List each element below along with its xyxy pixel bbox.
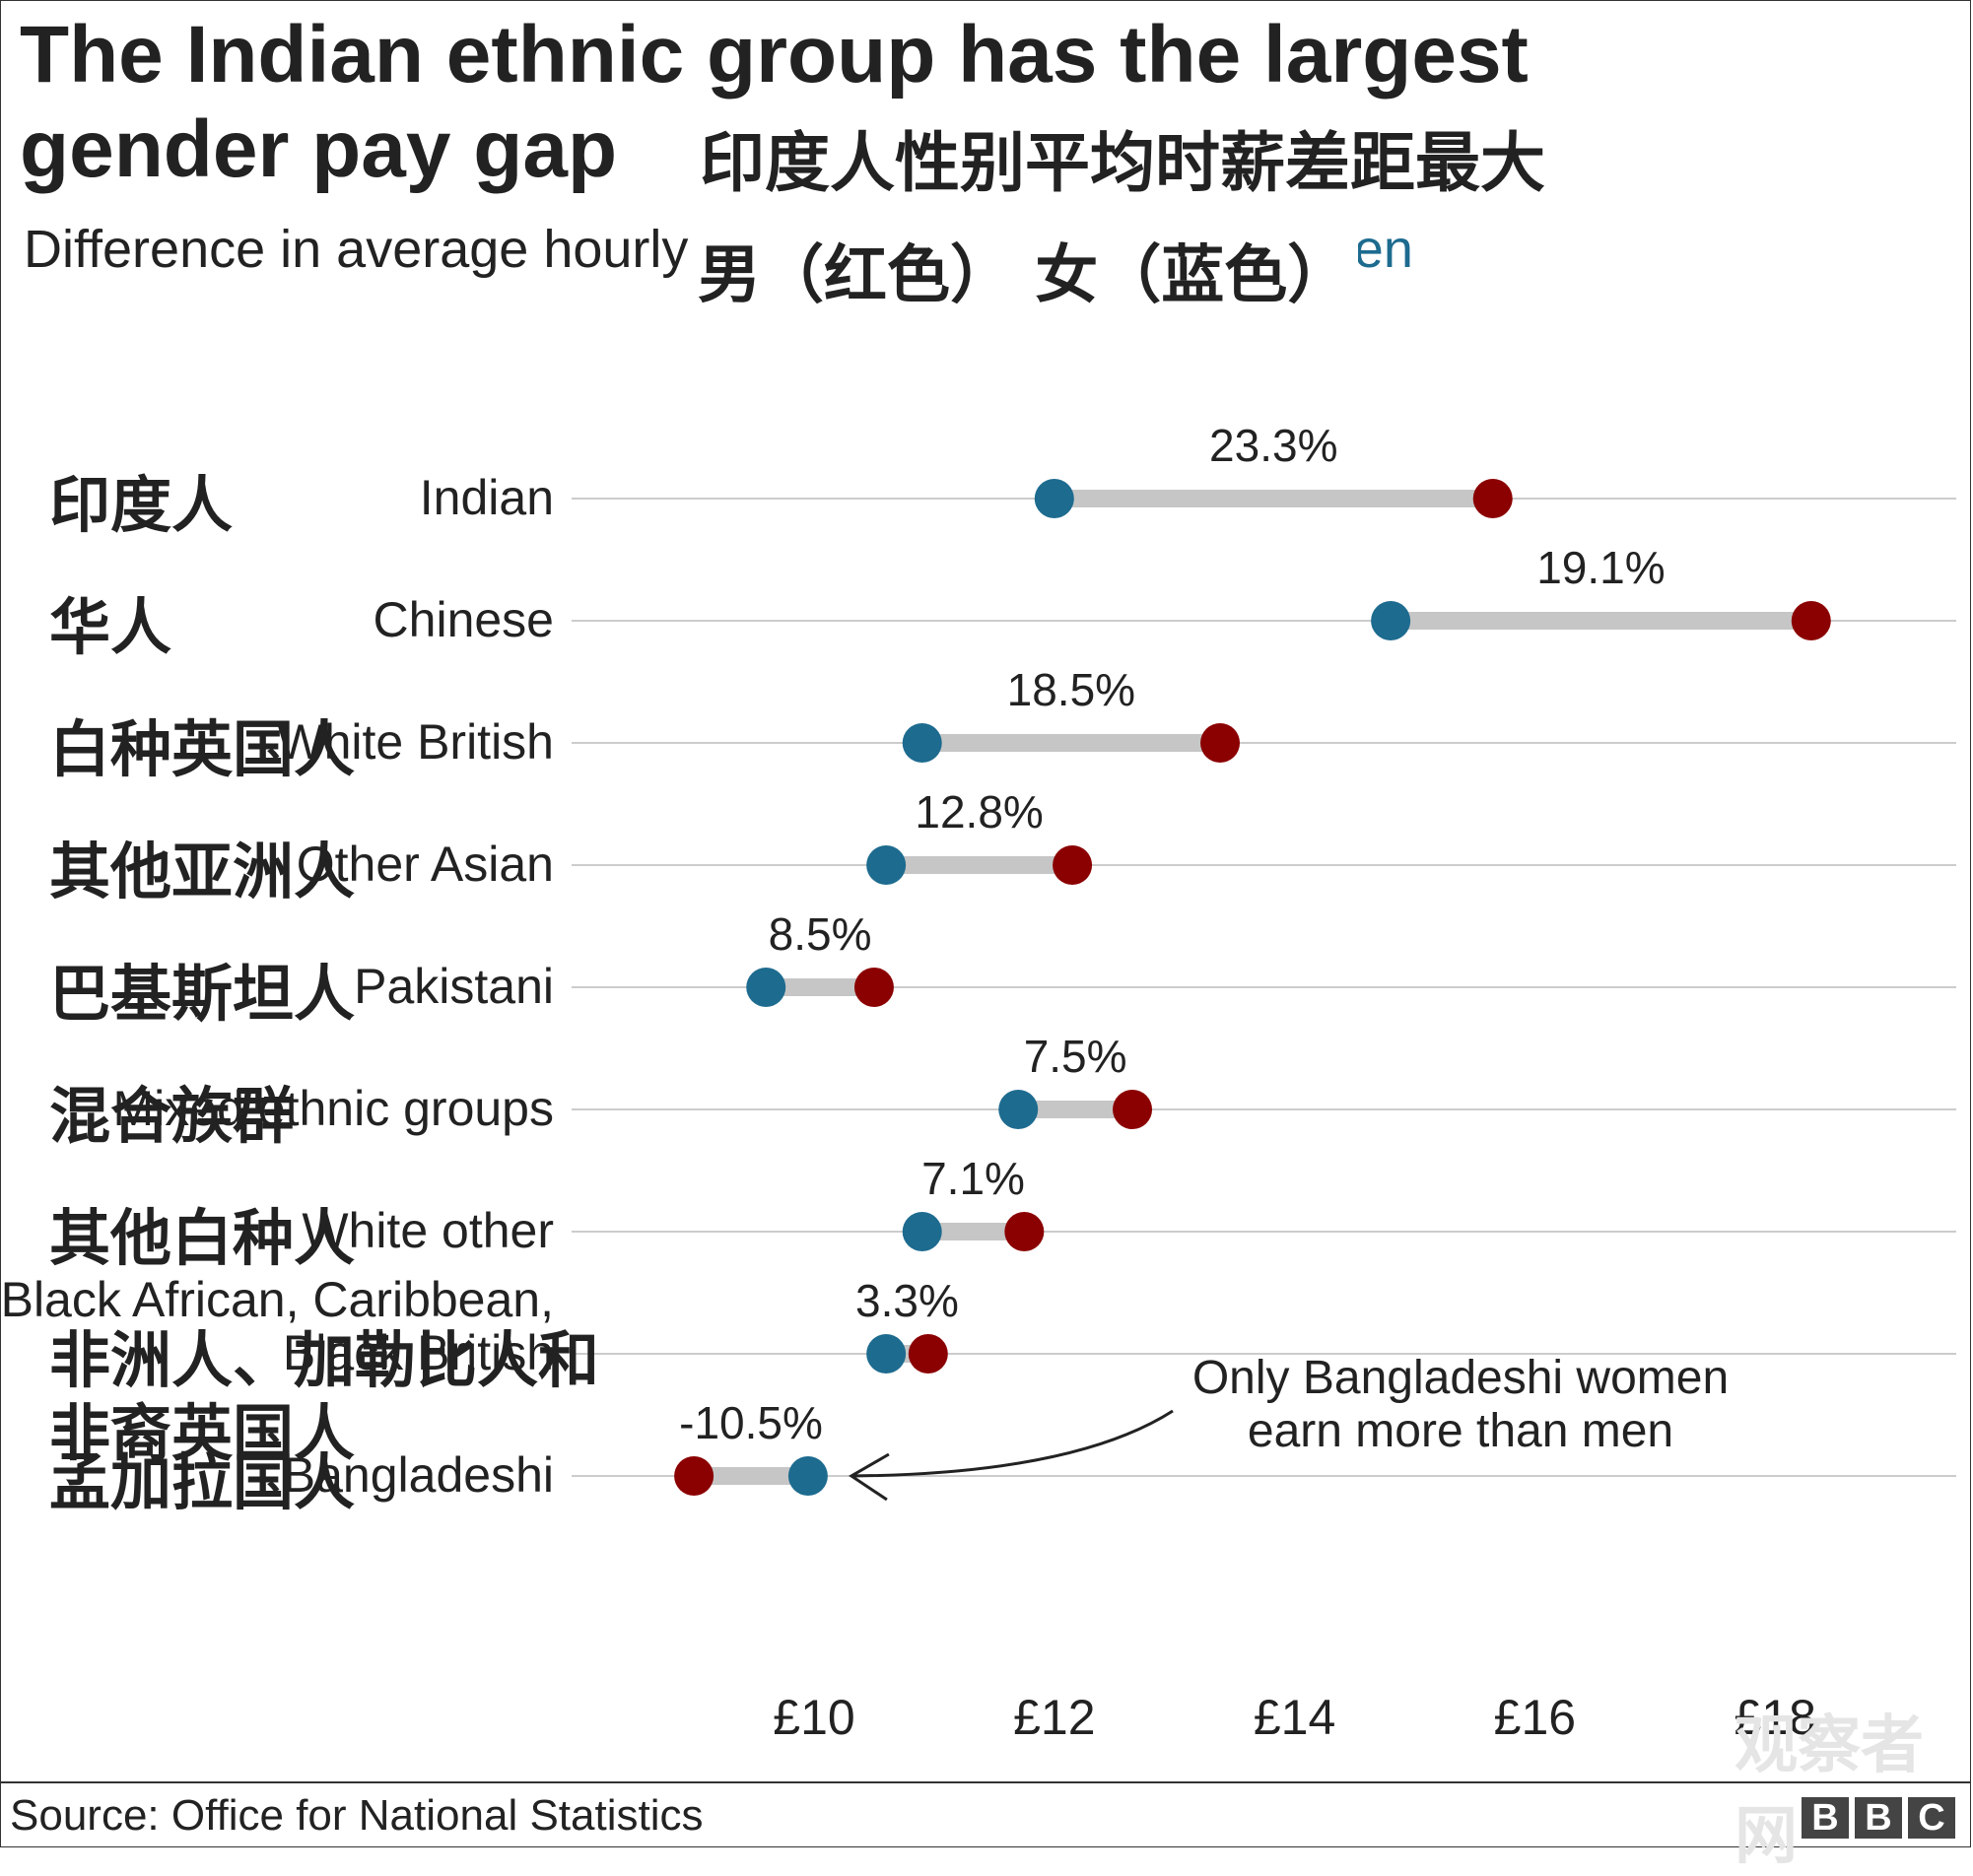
chart-title-chinese: 印度人性别平均时薪差距最大 [700,125,1545,201]
women-point [787,1456,828,1496]
women-point [746,968,786,1007]
group-label: Black African, Caribbean, [1,1272,554,1327]
men-point [1053,845,1093,885]
men-point [674,1456,714,1496]
annotation-arrow [850,1409,1174,1478]
watermark: 观察者网 [1735,1709,1924,1873]
group-label-chinese: 华人 [49,591,172,663]
gap-label: -10.5% [679,1397,823,1448]
group-label: Pakistani [354,959,554,1014]
bbc-logo: B B C [1802,1797,1955,1839]
group-label-chinese: 孟加拉国人 [49,1446,356,1518]
group-label-chinese: 其他亚洲人 [49,836,356,907]
men-point [1004,1212,1045,1251]
men-point [1113,1090,1153,1129]
gap-label: 3.3% [855,1275,959,1326]
bbc-logo-letter: C [1908,1797,1955,1839]
men-point [908,1334,948,1374]
group-label: Bangladeshi [283,1447,554,1503]
group-label-chinese: 混合族群 [49,1080,295,1152]
women-point [902,1212,942,1251]
group-label: Chinese [374,592,554,647]
x-tick-label: £10 [773,1690,854,1745]
chart-title: The Indian ethnic group has the largest … [20,10,1529,194]
women-point [866,1334,907,1374]
gap-label: 7.1% [921,1153,1025,1204]
women-point [998,1090,1039,1129]
group-label-chinese: 印度人 [49,469,234,541]
group-label-chinese: 非洲人、加勒比人和 [49,1324,600,1396]
gap-label: 8.5% [769,908,872,960]
bbc-logo-letter: B [1802,1797,1849,1839]
group-label-chinese: 非裔英国人 [49,1397,356,1469]
group-label: Indian [420,470,554,525]
group-label: Black British [283,1325,554,1380]
men-point [1791,601,1831,640]
arrow-head [849,1452,890,1502]
group-label: White other [302,1203,554,1258]
gap-label: 23.3% [1209,420,1337,471]
group-label-chinese: 巴基斯坦人 [49,958,356,1030]
group-label-chinese: 其他白种人 [49,1202,356,1274]
group-label-chinese: 白种英国人 [49,713,356,785]
women-point [902,723,942,763]
women-point [866,845,907,885]
men-point [1472,479,1513,518]
group-label: White British [277,714,554,770]
x-tick-label: £14 [1254,1690,1335,1745]
chart-subtitle-chinese: 男（红色） 女（蓝色） [690,225,1359,315]
women-point [1371,601,1411,640]
gap-label: 18.5% [1007,664,1135,715]
bbc-logo-letter: B [1855,1797,1902,1839]
source-note: Source: Office for National Statistics [10,1791,704,1840]
gap-label: 19.1% [1536,542,1665,593]
group-label: Other Asian [297,837,554,892]
x-tick-label: £12 [1013,1690,1095,1745]
annotation-line-1: Only Bangladeshi women [1192,1352,1729,1404]
gap-label: 7.5% [1024,1031,1127,1082]
men-point [853,968,894,1007]
x-tick-label: £18 [1734,1690,1815,1745]
gap-label: 12.8% [915,786,1043,838]
x-tick-label: £16 [1494,1690,1576,1745]
women-point [1034,479,1074,518]
footer-divider [0,1781,1971,1783]
annotation-line-2: earn more than men [1248,1405,1673,1457]
group-label: Mixed ethnic groups [113,1081,554,1136]
men-point [1200,723,1241,763]
